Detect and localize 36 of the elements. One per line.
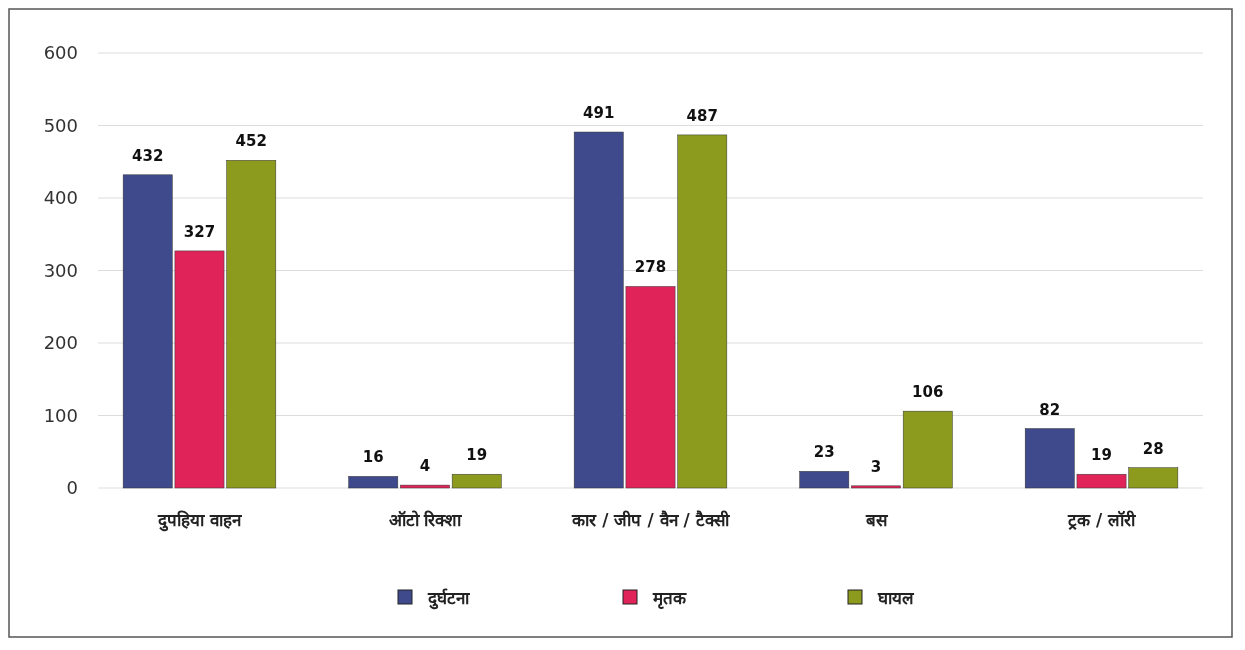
legend-label: घायल [877, 587, 915, 608]
data-label: 19 [466, 446, 488, 465]
bar [451, 473, 502, 489]
legend-label: दुर्घटना [427, 587, 470, 610]
data-label: 3 [870, 457, 882, 476]
data-label: 327 [183, 222, 216, 241]
y-tick-label: 600 [43, 42, 78, 64]
x-tick-label: कार / जीप / वैन / टैक्सी [571, 510, 730, 530]
legend-label: मृतक [652, 587, 687, 609]
data-label: 19 [1091, 446, 1112, 465]
x-tick-label: बस [864, 510, 889, 530]
data-label: 432 [132, 146, 164, 165]
x-tick-label: ट्रक / लॉरी [1067, 510, 1137, 530]
y-tick-label: 0 [66, 477, 78, 499]
data-label: 23 [813, 443, 835, 462]
data-label: 28 [1142, 439, 1164, 458]
data-label: 106 [912, 383, 944, 402]
data-label: 16 [362, 448, 384, 467]
x-tick-label: ऑटो रिक्शा [388, 510, 463, 530]
y-tick-label: 500 [43, 114, 78, 136]
data-label: 487 [686, 106, 718, 125]
bar [851, 485, 901, 489]
data-label: 4 [419, 457, 431, 476]
bar [348, 476, 399, 489]
x-tick-label: दुपहिया वाहन [157, 510, 242, 532]
bar [400, 484, 450, 489]
data-label: 278 [634, 258, 667, 277]
bar [902, 410, 953, 489]
y-tick-label: 100 [43, 404, 78, 426]
data-label: 491 [583, 104, 615, 123]
y-tick-label: 200 [43, 332, 78, 354]
y-tick-label: 300 [43, 259, 78, 281]
data-label: 82 [1039, 400, 1061, 419]
data-label: 452 [235, 132, 267, 151]
y-tick-label: 400 [43, 187, 78, 209]
bar [799, 471, 850, 489]
